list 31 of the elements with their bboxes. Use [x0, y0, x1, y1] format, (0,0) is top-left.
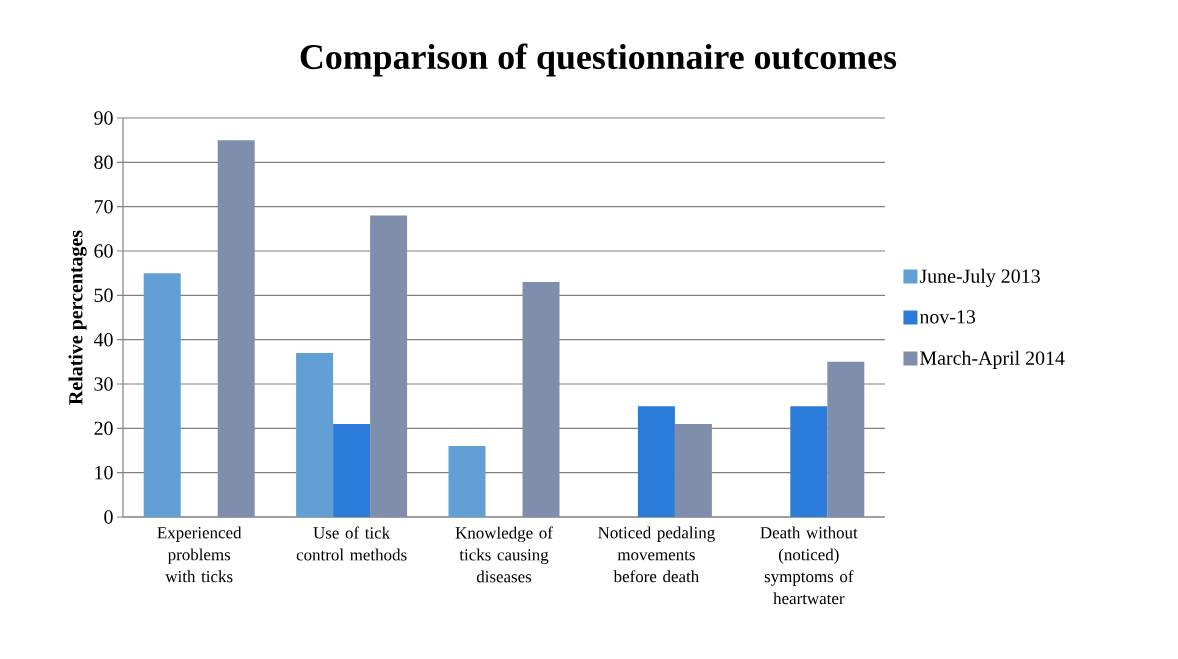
bar — [790, 406, 828, 517]
x-tick-label: Knowledge of ticks causing diseases — [455, 526, 553, 583]
x-tick-label: Experienced problems with ticks — [157, 526, 242, 583]
y-tick-label: 0 — [104, 510, 113, 524]
y-tick-label: 10 — [95, 465, 113, 480]
y-tick-label: 40 — [93, 332, 113, 347]
bar — [333, 423, 371, 517]
bar — [143, 273, 181, 517]
legend-label: March-April 2014 — [920, 350, 1065, 369]
bar — [637, 406, 675, 517]
y-tick-label: 90 — [94, 111, 113, 125]
x-tick-label: Noticed pedaling movements before death — [598, 526, 715, 583]
x-tick-label: Use of tick control methods — [296, 526, 407, 561]
y-tick-label: 50 — [94, 288, 113, 303]
chart-title: Comparison of questionnaire outcomes — [300, 43, 897, 77]
y-tick-label: 70 — [94, 199, 113, 214]
bar — [522, 282, 560, 517]
y-axis-title: Relative percentages — [68, 230, 87, 405]
y-tick-label: 20 — [94, 421, 113, 436]
bar — [296, 352, 334, 517]
bar — [448, 446, 486, 517]
y-tick-label: 30 — [94, 377, 113, 391]
bar — [217, 140, 255, 517]
y-tick-label: 60 — [94, 244, 113, 258]
legend-label: nov-13 — [919, 310, 976, 324]
bar — [674, 423, 712, 517]
x-tick-label: Death without (noticed) symptoms of heartwater — [760, 526, 858, 605]
legend-label: June-July 2013 — [919, 268, 1040, 287]
y-tick-label: 80 — [94, 155, 113, 170]
bar — [370, 215, 408, 517]
bar — [827, 361, 865, 517]
